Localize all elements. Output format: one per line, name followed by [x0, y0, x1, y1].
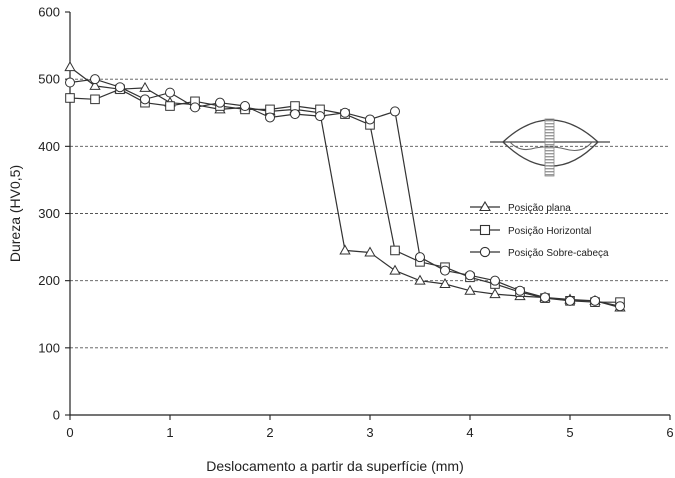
data-point-circle — [315, 111, 325, 122]
data-point-circle — [465, 270, 475, 281]
y-tick-label: 200 — [38, 273, 60, 288]
circle-marker-icon — [479, 246, 491, 258]
data-point-circle — [490, 275, 500, 286]
x-tick-label: 1 — [166, 425, 173, 440]
data-point-square — [90, 94, 100, 105]
data-point-circle — [115, 82, 125, 93]
y-tick-label: 300 — [38, 206, 60, 221]
x-tick-label: 5 — [566, 425, 573, 440]
y-tick-label: 500 — [38, 72, 60, 87]
data-point-triangle — [139, 81, 151, 92]
series-1 — [65, 84, 625, 307]
x-tick-label: 6 — [666, 425, 673, 440]
data-point-circle — [65, 77, 75, 88]
legend-item-horizontal: Posição Horizontal — [470, 224, 591, 237]
x-tick-label: 3 — [366, 425, 373, 440]
data-series — [64, 61, 626, 312]
y-tick-label: 400 — [38, 139, 60, 154]
data-point-circle — [340, 107, 350, 118]
y-tick-label: 600 — [38, 5, 60, 20]
triangle-marker-icon — [479, 200, 491, 212]
legend: Posição plana Posição Horizontal Posição… — [470, 200, 609, 259]
data-point-circle — [615, 301, 625, 312]
data-point-circle — [540, 292, 550, 303]
data-point-circle — [415, 252, 425, 263]
data-point-triangle — [414, 274, 426, 285]
data-point-circle — [190, 102, 200, 113]
data-point-circle — [565, 295, 575, 306]
data-point-circle — [240, 101, 250, 112]
x-axis-title: Deslocamento a partir da superfície (mm) — [206, 458, 464, 474]
data-point-circle — [515, 285, 525, 296]
data-point-circle — [265, 112, 275, 123]
legend-item-plana: Posição plana — [470, 200, 571, 214]
data-point-square — [265, 104, 275, 115]
legend-label-horizontal: Posição Horizontal — [508, 226, 591, 237]
x-tick-label: 0 — [66, 425, 73, 440]
data-point-triangle — [364, 246, 376, 257]
data-point-triangle — [64, 61, 76, 72]
data-point-square — [165, 101, 175, 111]
legend-label-plana: Posição plana — [508, 203, 571, 214]
legend-item-sobre-cabeca: Posição Sobre-cabeça — [470, 246, 609, 259]
data-point-circle — [215, 97, 225, 108]
data-point-triangle — [489, 288, 501, 299]
data-point-circle — [440, 265, 450, 276]
x-tick-label: 2 — [266, 425, 273, 440]
data-point-circle — [90, 74, 100, 85]
data-point-circle — [390, 106, 400, 117]
data-point-triangle — [464, 284, 476, 295]
y-tick-label: 0 — [53, 408, 60, 423]
square-marker-icon — [479, 224, 491, 236]
axes: 0 100 200 300 400 500 600 0 1 2 3 4 5 6 — [38, 5, 673, 441]
data-point-triangle — [439, 278, 451, 289]
y-axis-title: Dureza (HV0,5) — [7, 165, 23, 262]
series-2 — [65, 74, 625, 312]
data-point-square — [65, 93, 75, 103]
x-tick-label: 4 — [466, 425, 473, 440]
data-point-circle — [165, 87, 175, 98]
data-point-triangle — [89, 79, 101, 90]
weld-cross-section-icon — [490, 118, 610, 177]
gridlines — [70, 78, 670, 349]
data-point-circle — [290, 109, 300, 120]
data-point-circle — [140, 94, 150, 105]
y-tick-label: 100 — [38, 340, 60, 355]
data-point-triangle — [339, 244, 351, 255]
data-point-square — [290, 101, 300, 111]
data-point-circle — [590, 295, 600, 306]
data-point-square — [390, 245, 400, 256]
data-point-circle — [365, 114, 375, 125]
data-point-triangle — [389, 264, 401, 275]
legend-label-sobre-cabeca: Posição Sobre-cabeça — [508, 248, 609, 259]
